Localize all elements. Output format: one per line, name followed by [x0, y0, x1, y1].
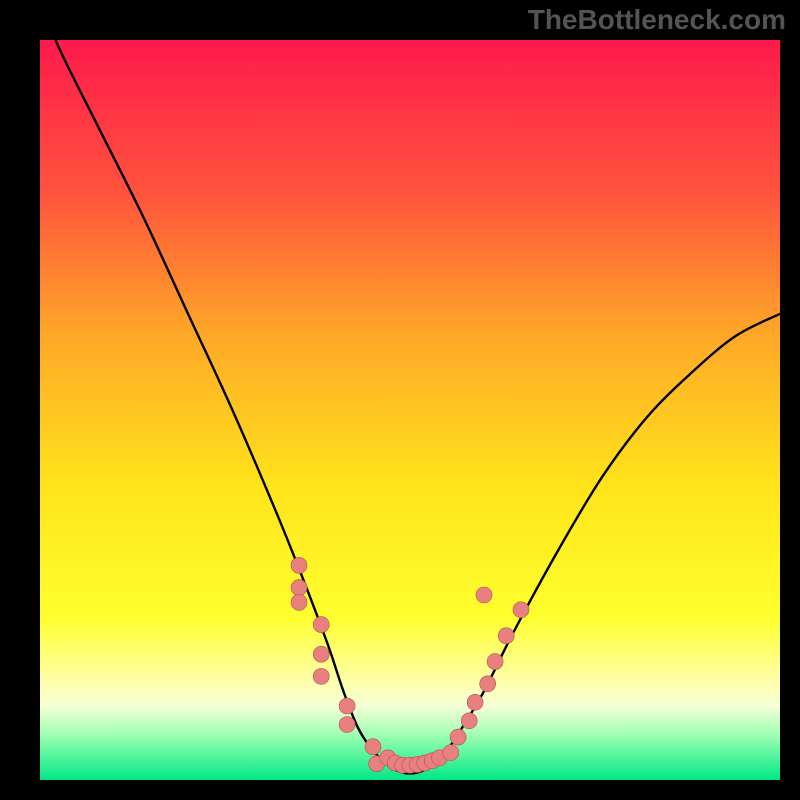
data-marker — [291, 594, 307, 610]
data-marker — [450, 729, 466, 745]
data-marker — [339, 698, 355, 714]
data-marker — [467, 694, 483, 710]
data-marker — [480, 676, 496, 692]
data-marker — [291, 557, 307, 573]
data-marker — [513, 602, 529, 618]
data-marker — [443, 745, 459, 761]
plot-svg — [40, 40, 780, 780]
data-marker — [291, 580, 307, 596]
data-marker — [313, 617, 329, 633]
data-marker — [313, 668, 329, 684]
data-marker — [476, 587, 492, 603]
gradient-background — [40, 40, 780, 780]
data-marker — [461, 713, 477, 729]
data-marker — [339, 717, 355, 733]
plot-area — [40, 40, 780, 780]
data-marker — [498, 628, 514, 644]
watermark-text: TheBottleneck.com — [528, 4, 786, 36]
data-marker — [313, 646, 329, 662]
data-marker — [365, 739, 381, 755]
data-marker — [487, 654, 503, 670]
